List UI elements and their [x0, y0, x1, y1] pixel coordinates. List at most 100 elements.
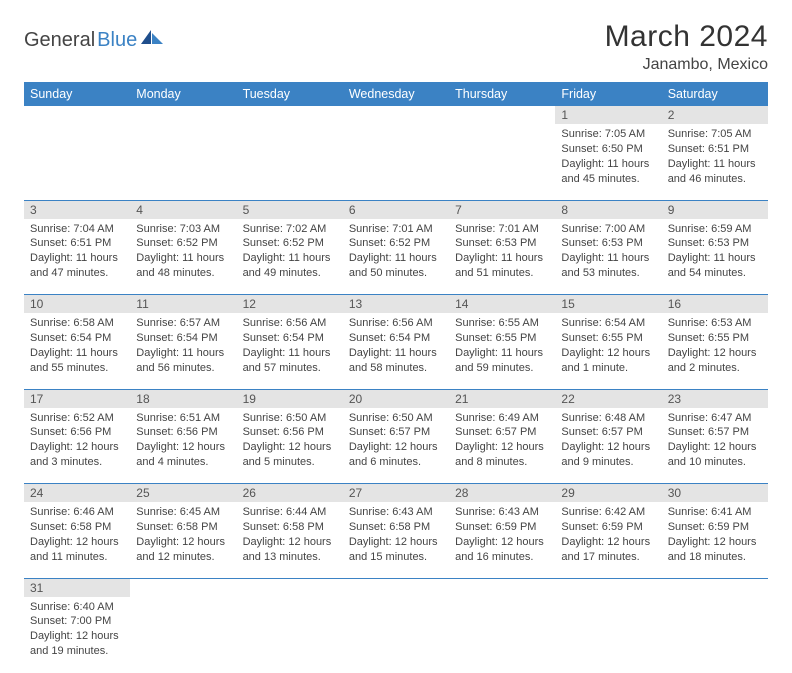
- daylight-text: Daylight: 12 hours and 8 minutes.: [455, 440, 549, 470]
- sunrise-text: Sunrise: 7:05 AM: [561, 127, 655, 142]
- sunset-text: Sunset: 6:56 PM: [136, 425, 230, 440]
- day-number-cell: [237, 578, 343, 597]
- sunset-text: Sunset: 6:59 PM: [455, 520, 549, 535]
- sunset-text: Sunset: 6:57 PM: [455, 425, 549, 440]
- month-title: March 2024: [605, 20, 768, 54]
- detail-row: Sunrise: 6:52 AMSunset: 6:56 PMDaylight:…: [24, 408, 768, 484]
- day-details: Sunrise: 6:55 AMSunset: 6:55 PMDaylight:…: [449, 313, 555, 379]
- day-number-cell: [130, 578, 236, 597]
- day-header: Tuesday: [237, 82, 343, 106]
- day-number-cell: 16: [662, 295, 768, 314]
- day-detail-cell: [343, 597, 449, 673]
- day-detail-cell: Sunrise: 7:04 AMSunset: 6:51 PMDaylight:…: [24, 219, 130, 295]
- day-detail-cell: [343, 124, 449, 200]
- sunrise-text: Sunrise: 6:50 AM: [243, 411, 337, 426]
- detail-row: Sunrise: 6:40 AMSunset: 7:00 PMDaylight:…: [24, 597, 768, 673]
- day-number-cell: 24: [24, 484, 130, 503]
- day-detail-cell: Sunrise: 6:40 AMSunset: 7:00 PMDaylight:…: [24, 597, 130, 673]
- day-details: Sunrise: 6:43 AMSunset: 6:59 PMDaylight:…: [449, 502, 555, 568]
- day-detail-cell: Sunrise: 6:54 AMSunset: 6:55 PMDaylight:…: [555, 313, 661, 389]
- day-detail-cell: Sunrise: 6:46 AMSunset: 6:58 PMDaylight:…: [24, 502, 130, 578]
- day-details: Sunrise: 6:40 AMSunset: 7:00 PMDaylight:…: [24, 597, 130, 663]
- day-detail-cell: [130, 124, 236, 200]
- sunrise-text: Sunrise: 6:44 AM: [243, 505, 337, 520]
- day-detail-cell: Sunrise: 6:44 AMSunset: 6:58 PMDaylight:…: [237, 502, 343, 578]
- daynum-row: 3456789: [24, 200, 768, 219]
- sunrise-text: Sunrise: 6:58 AM: [30, 316, 124, 331]
- sunset-text: Sunset: 6:52 PM: [243, 236, 337, 251]
- sunrise-text: Sunrise: 6:50 AM: [349, 411, 443, 426]
- day-detail-cell: Sunrise: 6:53 AMSunset: 6:55 PMDaylight:…: [662, 313, 768, 389]
- daylight-text: Daylight: 11 hours and 49 minutes.: [243, 251, 337, 281]
- daynum-row: 17181920212223: [24, 389, 768, 408]
- day-number-cell: 28: [449, 484, 555, 503]
- day-number-cell: [237, 106, 343, 124]
- day-detail-cell: Sunrise: 6:58 AMSunset: 6:54 PMDaylight:…: [24, 313, 130, 389]
- day-number-cell: 3: [24, 200, 130, 219]
- detail-row: Sunrise: 7:05 AMSunset: 6:50 PMDaylight:…: [24, 124, 768, 200]
- brand-part2: Blue: [97, 29, 137, 52]
- day-detail-cell: Sunrise: 6:43 AMSunset: 6:58 PMDaylight:…: [343, 502, 449, 578]
- day-number-cell: 4: [130, 200, 236, 219]
- daynum-row: 10111213141516: [24, 295, 768, 314]
- day-number-cell: 14: [449, 295, 555, 314]
- sunrise-text: Sunrise: 6:51 AM: [136, 411, 230, 426]
- sunset-text: Sunset: 6:55 PM: [668, 331, 762, 346]
- day-number-cell: [343, 578, 449, 597]
- brand-logo: GeneralBlue: [24, 20, 163, 52]
- day-detail-cell: [449, 597, 555, 673]
- sunset-text: Sunset: 6:54 PM: [30, 331, 124, 346]
- day-detail-cell: Sunrise: 6:52 AMSunset: 6:56 PMDaylight:…: [24, 408, 130, 484]
- daylight-text: Daylight: 11 hours and 53 minutes.: [561, 251, 655, 281]
- day-detail-cell: Sunrise: 6:49 AMSunset: 6:57 PMDaylight:…: [449, 408, 555, 484]
- day-number-cell: [662, 578, 768, 597]
- daylight-text: Daylight: 12 hours and 12 minutes.: [136, 535, 230, 565]
- sunrise-text: Sunrise: 6:59 AM: [668, 222, 762, 237]
- sunset-text: Sunset: 6:51 PM: [668, 142, 762, 157]
- daylight-text: Daylight: 12 hours and 2 minutes.: [668, 346, 762, 376]
- sunset-text: Sunset: 6:54 PM: [349, 331, 443, 346]
- daynum-row: 12: [24, 106, 768, 124]
- daylight-text: Daylight: 12 hours and 5 minutes.: [243, 440, 337, 470]
- day-number-cell: 9: [662, 200, 768, 219]
- daylight-text: Daylight: 11 hours and 57 minutes.: [243, 346, 337, 376]
- location: Janambo, Mexico: [605, 56, 768, 74]
- day-detail-cell: [449, 124, 555, 200]
- sunrise-text: Sunrise: 6:53 AM: [668, 316, 762, 331]
- day-details: Sunrise: 6:43 AMSunset: 6:58 PMDaylight:…: [343, 502, 449, 568]
- day-number-cell: 7: [449, 200, 555, 219]
- day-number-cell: 10: [24, 295, 130, 314]
- day-detail-cell: Sunrise: 7:01 AMSunset: 6:52 PMDaylight:…: [343, 219, 449, 295]
- daylight-text: Daylight: 12 hours and 10 minutes.: [668, 440, 762, 470]
- daylight-text: Daylight: 12 hours and 11 minutes.: [30, 535, 124, 565]
- sunrise-text: Sunrise: 6:43 AM: [455, 505, 549, 520]
- day-detail-cell: [24, 124, 130, 200]
- sunrise-text: Sunrise: 6:46 AM: [30, 505, 124, 520]
- day-detail-cell: Sunrise: 7:05 AMSunset: 6:50 PMDaylight:…: [555, 124, 661, 200]
- sunrise-text: Sunrise: 6:49 AM: [455, 411, 549, 426]
- day-detail-cell: [237, 124, 343, 200]
- sunset-text: Sunset: 6:57 PM: [349, 425, 443, 440]
- sunset-text: Sunset: 6:57 PM: [668, 425, 762, 440]
- day-detail-cell: Sunrise: 7:02 AMSunset: 6:52 PMDaylight:…: [237, 219, 343, 295]
- day-number-cell: 12: [237, 295, 343, 314]
- day-number-cell: 31: [24, 578, 130, 597]
- day-detail-cell: Sunrise: 6:57 AMSunset: 6:54 PMDaylight:…: [130, 313, 236, 389]
- sunset-text: Sunset: 6:56 PM: [243, 425, 337, 440]
- day-detail-cell: Sunrise: 7:00 AMSunset: 6:53 PMDaylight:…: [555, 219, 661, 295]
- day-detail-cell: Sunrise: 6:47 AMSunset: 6:57 PMDaylight:…: [662, 408, 768, 484]
- day-detail-cell: Sunrise: 6:50 AMSunset: 6:57 PMDaylight:…: [343, 408, 449, 484]
- sunset-text: Sunset: 6:54 PM: [243, 331, 337, 346]
- sail-icon: [141, 28, 163, 52]
- day-number-cell: 19: [237, 389, 343, 408]
- day-detail-cell: Sunrise: 6:51 AMSunset: 6:56 PMDaylight:…: [130, 408, 236, 484]
- day-number-cell: 18: [130, 389, 236, 408]
- daylight-text: Daylight: 11 hours and 55 minutes.: [30, 346, 124, 376]
- daylight-text: Daylight: 11 hours and 47 minutes.: [30, 251, 124, 281]
- daylight-text: Daylight: 11 hours and 51 minutes.: [455, 251, 549, 281]
- sunrise-text: Sunrise: 6:43 AM: [349, 505, 443, 520]
- sunrise-text: Sunrise: 7:01 AM: [455, 222, 549, 237]
- day-number-cell: 26: [237, 484, 343, 503]
- day-details: Sunrise: 6:47 AMSunset: 6:57 PMDaylight:…: [662, 408, 768, 474]
- sunrise-text: Sunrise: 7:03 AM: [136, 222, 230, 237]
